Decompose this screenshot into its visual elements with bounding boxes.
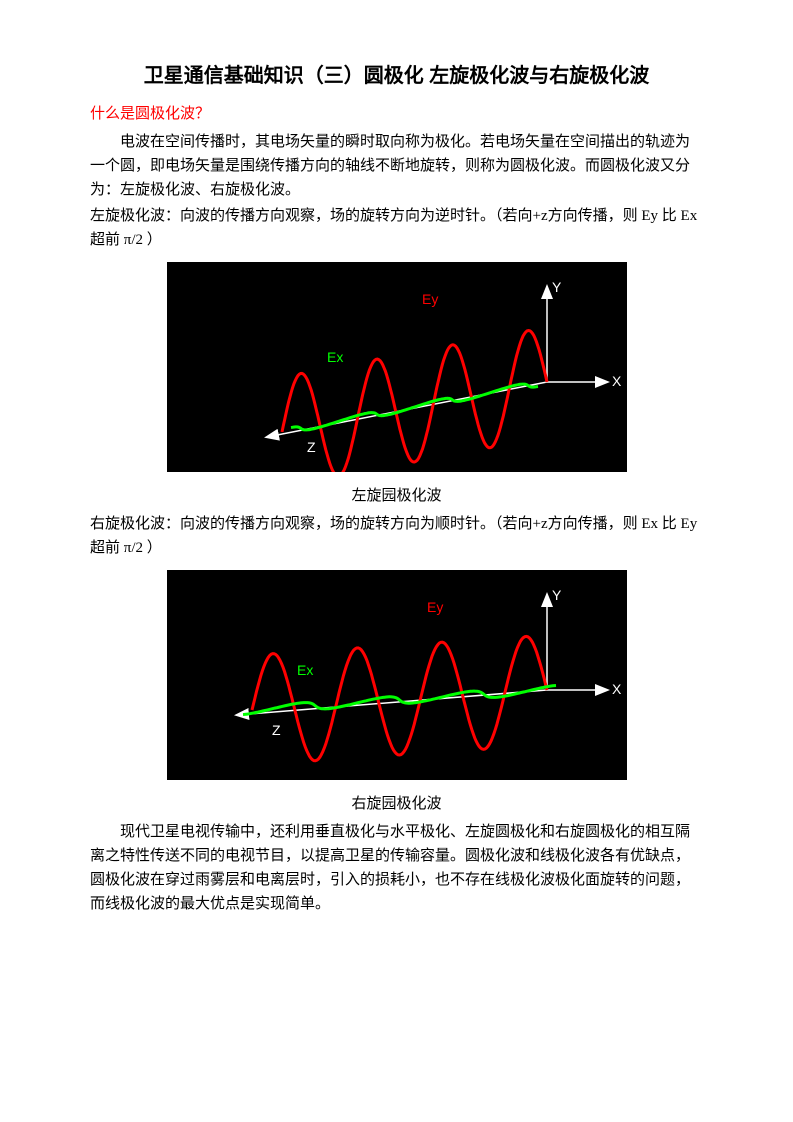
- paragraph-right: 右旋极化波：向波的传播方向观察，场的旋转方向为顺时针。（若向+z方向传播，则 E…: [90, 512, 703, 560]
- paragraph-conclusion: 现代卫星电视传输中，还利用垂直极化与水平极化、左旋圆极化和右旋圆极化的相互隔离之…: [90, 820, 703, 916]
- caption-right: 右旋园极化波: [90, 792, 703, 816]
- figure-left-wrap: Ey Ex X Y Z: [90, 262, 703, 480]
- paragraph-intro: 电波在空间传播时，其电场矢量的瞬时取向称为极化。若电场矢量在空间描出的轨迹为一个…: [90, 130, 703, 202]
- label-x: X: [612, 681, 622, 697]
- label-ey: Ey: [427, 599, 443, 615]
- label-z: Z: [307, 439, 316, 455]
- label-x: X: [612, 373, 622, 389]
- curve-ey: [282, 331, 547, 473]
- figure-left-polarization: Ey Ex X Y Z: [167, 262, 627, 472]
- label-ex: Ex: [297, 662, 313, 678]
- paragraph-left: 左旋极化波：向波的传播方向观察，场的旋转方向为逆时针。（若向+z方向传播，则 E…: [90, 204, 703, 252]
- label-ex: Ex: [327, 349, 343, 365]
- figure-right-wrap: Ey Ex X Y Z: [90, 570, 703, 788]
- label-ey: Ey: [422, 291, 438, 307]
- label-z: Z: [272, 722, 281, 738]
- section-heading: 什么是圆极化波？: [90, 102, 703, 126]
- page-title: 卫星通信基础知识（三）圆极化 左旋极化波与右旋极化波: [90, 60, 703, 92]
- caption-left: 左旋园极化波: [90, 484, 703, 508]
- label-y: Y: [552, 587, 562, 603]
- label-y: Y: [552, 279, 562, 295]
- figure-right-polarization: Ey Ex X Y Z: [167, 570, 627, 780]
